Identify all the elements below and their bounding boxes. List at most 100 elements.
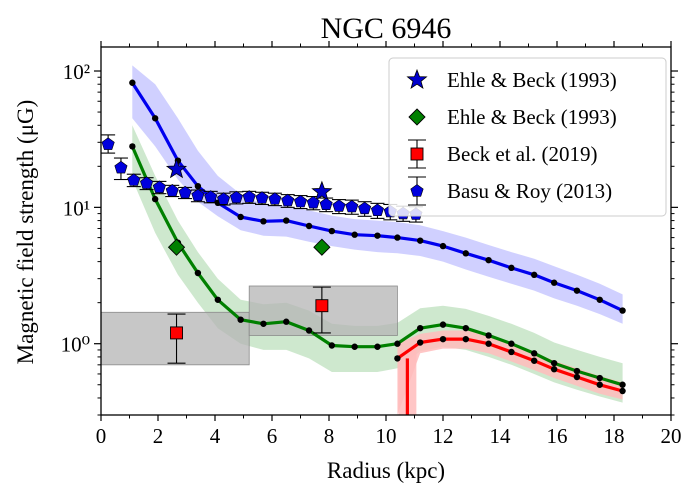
y-tick-label: 10¹ — [63, 196, 90, 220]
curve-green-dot — [619, 381, 626, 388]
series-star-point — [311, 180, 333, 201]
curve-red-dot — [619, 387, 626, 395]
curve-green-dot — [351, 343, 358, 350]
chart-title: NGC 6946 — [321, 12, 452, 45]
curve-red-dot — [394, 355, 401, 362]
legend-marker-star — [406, 68, 428, 90]
legend-label: Beck et al. (2019) — [447, 142, 597, 166]
curve-blue-dot — [462, 250, 469, 257]
series-square-point — [170, 326, 183, 340]
x-tick-label: 0 — [96, 424, 107, 448]
curve-green-dot — [573, 367, 581, 375]
curve-green-dot — [151, 195, 159, 203]
curve-red-dot — [573, 373, 581, 381]
curve-green-dot — [485, 332, 492, 339]
series-pentagon-point — [165, 184, 179, 197]
legend-entry-pentagon: Basu & Roy (2013) — [408, 176, 612, 206]
series-pentagon-point — [268, 192, 282, 205]
curve-blue-dot — [619, 307, 626, 314]
curve-green-dot — [283, 318, 290, 325]
x-tick-label: 2 — [153, 424, 164, 448]
x-tick-label: 16 — [547, 424, 568, 448]
curve-blue-dot — [194, 182, 202, 190]
curve-green-dot — [374, 343, 381, 350]
x-axis-title: Radius (kpc) — [327, 458, 445, 483]
series-pentagon-point — [319, 197, 333, 210]
series-pentagon-point — [191, 188, 205, 202]
x-tick-label: 20 — [661, 424, 682, 448]
legend-entry-diamond: Ehle & Beck (1993) — [408, 105, 617, 129]
curve-green-dot — [260, 320, 267, 327]
curve-green-dot — [462, 324, 469, 332]
band-blue — [132, 65, 623, 324]
curve-blue-dot — [417, 237, 424, 244]
y-tick-label: 10⁰ — [61, 333, 90, 357]
curve-blue-dot — [237, 213, 244, 221]
series-star-point — [165, 158, 188, 179]
curve-blue-dot — [305, 222, 313, 230]
x-tick-label: 4 — [210, 424, 221, 448]
y-tick-label: 10² — [63, 60, 90, 84]
curve-blue-dot — [394, 234, 401, 241]
curve-red-dot — [485, 340, 492, 347]
curve-green-dot — [550, 359, 558, 367]
legend-label: Basu & Roy (2013) — [447, 179, 612, 203]
series-pentagon-point — [345, 199, 359, 213]
curve-green-dot — [214, 296, 222, 303]
curve-green-dot — [439, 321, 447, 328]
x-tick-label: 12 — [433, 424, 454, 448]
legend-marker-square — [410, 147, 424, 161]
curve-blue-dot — [328, 227, 336, 235]
x-tick-label: 14 — [490, 424, 512, 448]
curve-blue-dot — [374, 232, 381, 239]
curve-red-dot — [417, 339, 424, 346]
series-pentagon-point — [281, 193, 295, 207]
series-diamond-point — [313, 238, 331, 256]
legend-marker-diamond — [408, 108, 426, 126]
curve-red-dot — [508, 348, 515, 356]
series-pentagon-point — [255, 191, 269, 204]
series-pentagon-point — [127, 173, 141, 186]
curve-red-dot — [462, 335, 469, 343]
series-pentagon-point — [370, 203, 384, 216]
curve-blue-dot — [531, 271, 538, 279]
curve-blue-dot — [550, 279, 558, 286]
legend-box — [388, 57, 667, 217]
curve-green-dot — [328, 342, 336, 349]
legend-label: Ehle & Beck (1993) — [447, 68, 617, 92]
curve-blue-dot — [485, 256, 492, 264]
legend-entry-star: Ehle & Beck (1993) — [406, 68, 617, 92]
series-pentagon-point — [217, 192, 231, 205]
curve-green-dot — [129, 143, 136, 150]
series-pentagon-point — [242, 190, 256, 203]
series-diamond-point — [167, 238, 186, 256]
legend-label: Ehle & Beck (1993) — [447, 105, 617, 129]
curve-red-dot — [531, 357, 538, 364]
axes: 0 2 4 6 8 10 12 14 16 18 20 10⁰ 10¹ 10² — [61, 41, 682, 448]
curve-green-dot — [237, 316, 244, 323]
x-tick-label: 18 — [604, 424, 625, 448]
curve-red-dot — [550, 366, 558, 373]
x-tick-label: 6 — [267, 424, 278, 448]
curve-blue-dot — [439, 242, 447, 250]
curve-green-dot — [596, 374, 603, 382]
series-pentagon-point — [204, 190, 218, 203]
curve-green-dot — [417, 324, 424, 332]
curve-blue-dot — [596, 296, 603, 303]
curve-blue-dot — [283, 217, 290, 224]
curve-blue-dot — [351, 231, 358, 238]
x-tick-label: 8 — [324, 424, 335, 448]
series-pentagon-point — [358, 201, 372, 215]
series-pentagon-point — [114, 160, 128, 174]
curve-green-dot — [531, 350, 538, 357]
series-pentagon-point — [332, 199, 346, 212]
curve-red-dot — [439, 335, 447, 343]
curve-red-dot — [596, 381, 603, 388]
series-pentagon-point — [140, 176, 154, 189]
y-axis-title: Magnetic field strength (μG) — [13, 100, 38, 365]
series-pentagon-point — [152, 180, 166, 193]
curve-blue-dot — [573, 287, 581, 294]
series-pentagon-point — [306, 195, 320, 209]
curve-green-dot — [394, 340, 401, 347]
